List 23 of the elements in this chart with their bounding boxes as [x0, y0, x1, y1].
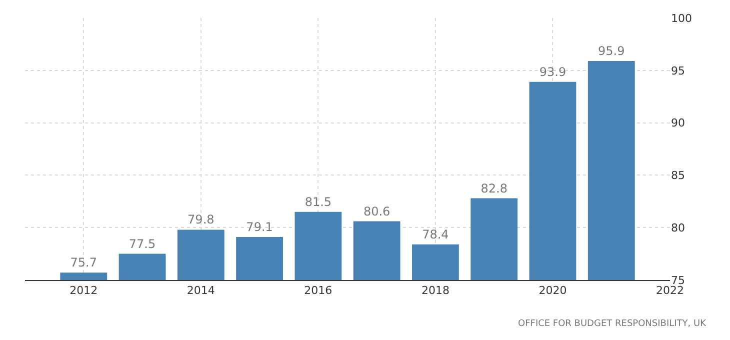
data-label: 81.5 — [304, 194, 332, 209]
x-tick-label: 2016 — [304, 284, 332, 298]
data-label: 79.8 — [188, 212, 214, 227]
data-label: 80.6 — [363, 204, 390, 218]
y-tick-label: 75 — [671, 274, 685, 287]
text: OFFICE FOR BUDGET RESPONSIBILITY, UK — [518, 319, 708, 329]
x-tick-label: 2022 — [656, 284, 684, 298]
x-tick-label: 2014 — [186, 284, 215, 298]
x-tick-label: 2020 — [538, 284, 567, 298]
x-tick-label: 2012 — [70, 284, 98, 298]
data-label: 77.5 — [128, 236, 156, 251]
y-tick-label: 90 — [671, 116, 685, 130]
data-label: 93.9 — [539, 64, 566, 79]
data-label: 95.9 — [598, 44, 625, 58]
data-label: 75.7 — [70, 256, 97, 270]
y-tick-label: 85 — [671, 169, 685, 182]
y-tick-label: 80 — [671, 221, 685, 234]
data-label: 78.4 — [422, 227, 449, 242]
y-tick-label: 100 — [671, 12, 692, 25]
data-label: 79.1 — [246, 220, 273, 234]
y-tick-label: 95 — [671, 64, 685, 78]
x-tick-label: 2018 — [421, 284, 450, 298]
data-label: 82.8 — [480, 181, 508, 196]
